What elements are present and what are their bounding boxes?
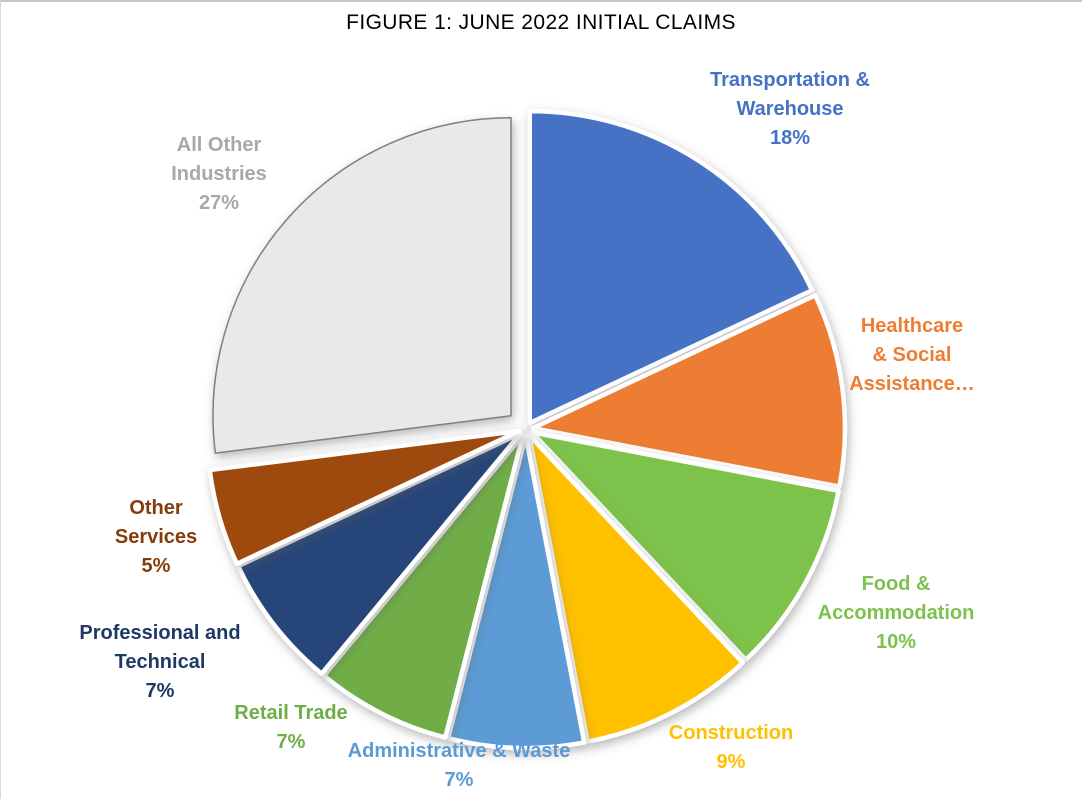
- pie-slice-professional-and-technical: [235, 431, 523, 676]
- pie-slice-administrative-waste: [445, 433, 587, 751]
- pie-slice-retail-trade: [321, 432, 526, 740]
- pie-slice-healthcare-social-assistance: [530, 293, 848, 489]
- pie-slice-construction: [526, 432, 746, 744]
- pie-slice-food-accommodation: [529, 430, 841, 663]
- window-left-edge: [0, 0, 1, 799]
- figure-title: FIGURE 1: JUNE 2022 INITIAL CLAIMS: [346, 11, 736, 34]
- pie-slice-other-services: [207, 428, 522, 567]
- pie-slice-transportation-warehouse: [527, 108, 815, 426]
- pie-slice-all-other-industries: [212, 117, 512, 454]
- window-top-edge: [0, 0, 1082, 2]
